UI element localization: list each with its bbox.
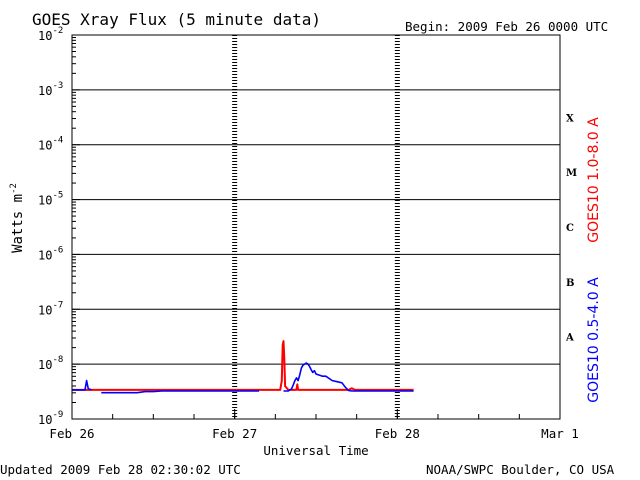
flare-class-labels: X M C B A bbox=[565, 113, 577, 343]
plot-frame bbox=[71, 34, 561, 420]
series-lines bbox=[72, 340, 414, 394]
flare-class-label: A bbox=[565, 333, 574, 344]
begin-label: Begin: 2009 Feb 26 0000 UTC bbox=[405, 19, 608, 34]
x-tick-label: Feb 27 bbox=[212, 426, 257, 441]
x-ticks: Feb 26 Feb 27 Feb 28 Mar 1 bbox=[49, 35, 579, 441]
chart-title: GOES Xray Flux (5 minute data) bbox=[32, 10, 321, 29]
y-tick-label: 10-5 bbox=[38, 191, 63, 208]
flare-class-label: X bbox=[566, 113, 574, 124]
gridlines bbox=[72, 89, 560, 365]
x-tick-label: Mar 1 bbox=[541, 426, 579, 441]
y-tick-label: 10-4 bbox=[38, 136, 63, 153]
flare-class-label: B bbox=[566, 278, 574, 289]
updated-label: Updated 2009 Feb 28 02:30:02 UTC bbox=[0, 462, 241, 477]
y-tick-label: 10-3 bbox=[38, 81, 63, 98]
legend-entry: GOES10 1.0-8.0 A bbox=[586, 117, 602, 243]
y-axis-label-exponent: -2 bbox=[9, 183, 19, 194]
y-axis-label: Watts m-2 bbox=[9, 183, 26, 253]
flare-class-label: M bbox=[566, 168, 577, 179]
y-tick-label: 10-7 bbox=[38, 300, 63, 317]
y-tick-label: 10-6 bbox=[38, 245, 63, 262]
x-tick-label: Feb 26 bbox=[49, 426, 94, 441]
credit-label: NOAA/SWPC Boulder, CO USA bbox=[426, 462, 615, 477]
series-line-long bbox=[72, 340, 414, 391]
legend: GOES10 1.0-8.0 A GOES10 0.5-4.0 A bbox=[586, 117, 602, 403]
legend-entry: GOES10 0.5-4.0 A bbox=[586, 277, 602, 403]
y-tick-label: 10-8 bbox=[38, 355, 63, 372]
series-line-short bbox=[283, 362, 414, 392]
series-line-short bbox=[101, 390, 260, 394]
legend-label: GOES10 1.0-8.0 A bbox=[586, 117, 602, 243]
flare-class-label: C bbox=[566, 223, 574, 234]
y-tick-label: 10-9 bbox=[38, 410, 63, 427]
legend-label: GOES10 0.5-4.0 A bbox=[586, 277, 602, 403]
y-ticks: 10-2 10-3 10-4 10-5 10-6 10-7 10-8 10-9 bbox=[38, 26, 80, 427]
x-tick-label: Feb 28 bbox=[375, 426, 420, 441]
svg-text:Watts m-2: Watts m-2 bbox=[9, 183, 26, 253]
series-line-short bbox=[72, 379, 92, 391]
y-axis-label-text: Watts m bbox=[10, 194, 26, 253]
y-tick-label: 10-2 bbox=[38, 26, 63, 43]
x-axis-label: Universal Time bbox=[263, 443, 368, 458]
